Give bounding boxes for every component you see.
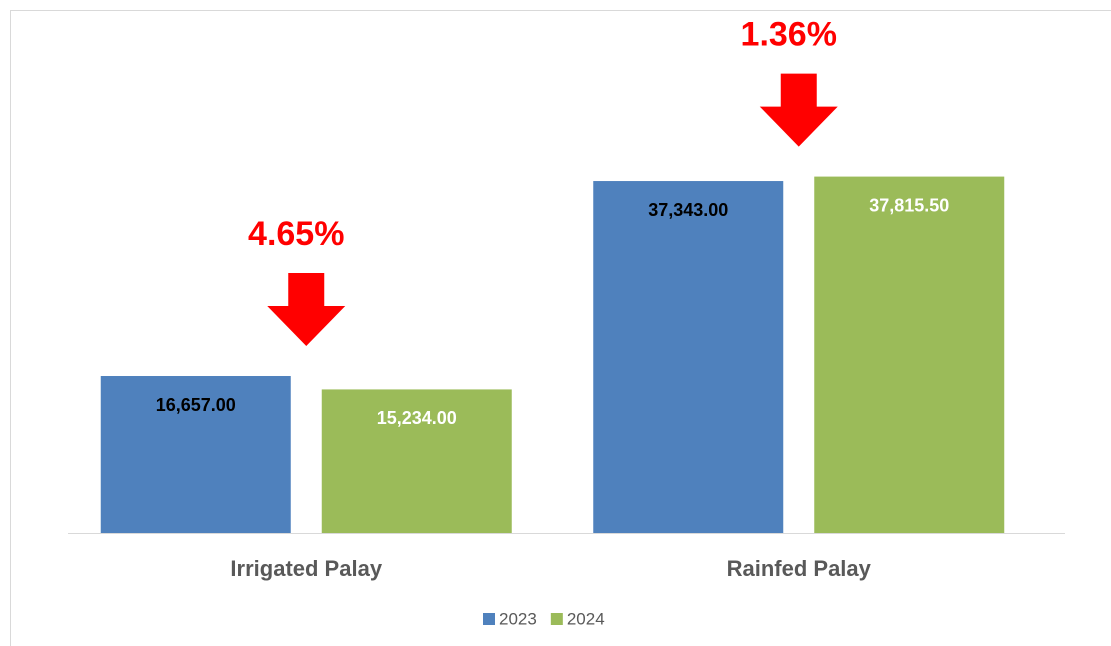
legend-swatch	[483, 613, 495, 625]
value-label: 16,657.00	[156, 395, 236, 415]
annotation: 4.65%	[248, 215, 344, 253]
legend-label: 2023	[499, 609, 537, 628]
x-tick-label: Rainfed Palay	[727, 556, 872, 581]
x-tick-label: Irrigated Palay	[230, 556, 382, 581]
value-label: 37,815.50	[869, 195, 949, 215]
annotation: 1.36%	[741, 16, 837, 54]
value-label: 37,343.00	[648, 200, 728, 220]
bar	[100, 376, 291, 533]
chart-frame	[10, 10, 1111, 646]
bar	[321, 389, 512, 533]
bar	[814, 176, 1005, 533]
down-arrow	[267, 273, 346, 347]
legend-swatch	[550, 613, 563, 625]
value-label: 15,234.00	[377, 408, 457, 428]
bar	[593, 181, 784, 533]
down-arrow	[759, 73, 838, 147]
legend-label: 2024	[567, 609, 605, 628]
